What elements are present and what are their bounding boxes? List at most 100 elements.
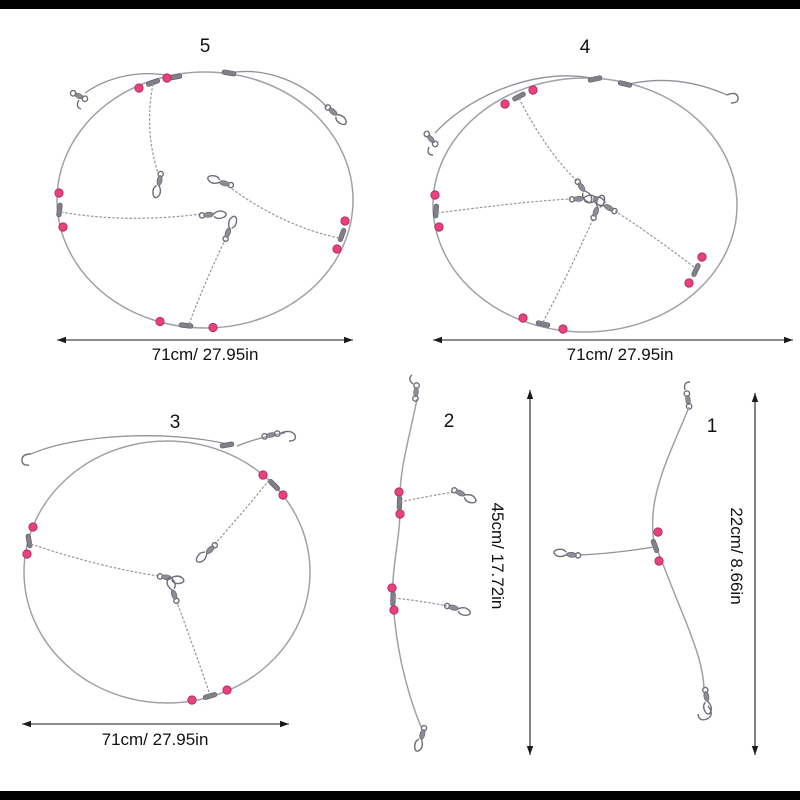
bead [187,695,197,705]
crimp-sleeve [202,691,218,701]
tag-wire [228,70,328,108]
dropper-wire [148,83,159,174]
bead [28,522,38,532]
dropper-wire [30,543,160,577]
bead [528,85,538,95]
rig-5-label: 5 [200,36,211,57]
tag-wire [236,432,286,447]
rig-5: 5 [54,36,354,364]
snap-swivel [151,169,165,200]
tag-hook [427,146,434,156]
tag-hook [726,92,739,104]
tag-hook [409,374,414,385]
arrowhead-top [751,393,759,402]
tag-hook [683,381,691,391]
tag-wire [434,75,596,134]
snap-swivel [589,193,607,223]
bead [558,324,568,334]
dropper-wire [518,97,578,182]
bead [654,556,664,566]
bead-cluster [155,316,218,333]
bead-cluster [387,583,399,615]
bead [134,83,144,93]
rig-3-dimension: 71cm/ 27.95in [22,720,289,749]
snap-swivel [164,575,183,605]
dropper-wire [188,239,226,325]
arrowhead-right [280,720,289,728]
bead-cluster [518,313,568,334]
rig-5-loop-wire [56,71,354,329]
bead [155,316,165,327]
snap-swivel [442,601,472,618]
dropper-wire [436,198,572,214]
bead-cluster [134,73,172,93]
rig-5-dimension: 71cm/ 27.95in [57,336,353,364]
bottom-letterbox-bar [0,791,800,800]
rig-1-main-wire [651,406,705,689]
arrowhead-bottom [526,746,534,755]
bead-cluster [258,470,288,500]
bead [58,222,68,232]
rig-2-main-wire [391,398,422,728]
dropper-wire [214,479,270,545]
tag-hook [76,99,82,110]
rig-4-loop-wire [432,77,738,333]
bead [389,605,399,615]
top-letterbox-bar [0,0,800,9]
rig-4: 4 [422,37,793,364]
crimp-sleeve [221,69,237,77]
rig-3-loop-wire [23,440,311,704]
rig-2-label: 2 [444,411,455,432]
bead-cluster [54,188,68,232]
bead [394,487,404,497]
dropper-wire [579,546,655,556]
dropper-wire [176,601,210,693]
bead [697,252,707,262]
arrowhead-left [22,720,31,728]
bead [518,313,528,323]
crimp-sleeve [390,591,396,607]
barrel-swivel [422,129,440,149]
dropper-wire [542,218,594,323]
crimp-sleeve [432,203,440,219]
bead [430,190,440,200]
rig-1-dimension-text: 22cm/ 8.66in [727,507,746,604]
arrowhead-right [784,336,793,344]
three-way-junction [650,538,660,554]
snap-swivel [221,214,239,244]
arrowhead-left [57,336,66,344]
snap-swivel [156,572,186,586]
arrowhead-bottom [751,746,759,755]
snap-swivel [412,723,429,753]
bead [434,222,444,232]
rig-3-label: 3 [170,412,181,433]
tag-hook [21,453,32,466]
bead-cluster [684,252,707,288]
tag-hook [697,705,712,721]
bead [340,216,350,226]
bead [162,73,172,83]
dropper-wire [399,491,455,503]
bead [500,99,510,109]
rig-2: 2 45cm/ 17.72in [387,374,534,755]
tag-wire [624,79,728,96]
rig-2-dimension-text: 45cm/ 17.72in [488,503,507,610]
bead [222,685,232,695]
rig-5-dimension-text: 71cm/ 27.95in [152,345,259,364]
arrowhead-top [526,390,534,399]
snap-swivel [449,485,479,506]
crimp-sleeve [587,74,603,84]
bead-cluster [394,487,405,519]
bead-cluster [187,685,232,705]
dropper-wire [230,187,340,239]
rig-4-label: 4 [580,37,591,58]
arrowhead-right [344,336,353,344]
rig-4-dimension-text: 71cm/ 27.95in [567,345,674,364]
bead-cluster [22,522,38,559]
crimp-sleeve [396,495,403,511]
bead [387,583,397,593]
arrowhead-left [433,336,442,344]
dropper-wire [614,210,695,268]
bead [332,244,342,254]
